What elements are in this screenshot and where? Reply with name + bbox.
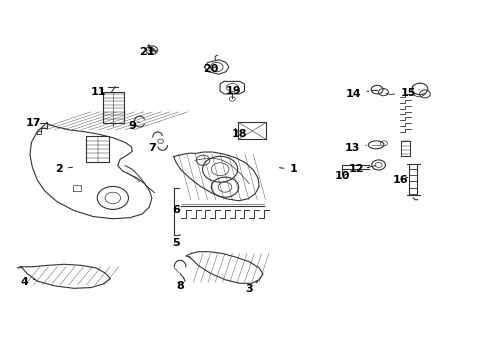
Text: 16: 16: [392, 175, 407, 185]
Text: 13: 13: [345, 143, 366, 153]
Text: 21: 21: [139, 46, 154, 57]
Text: 4: 4: [20, 277, 35, 287]
Bar: [86, 136, 109, 162]
Text: 3: 3: [245, 281, 257, 294]
Text: 15: 15: [400, 88, 418, 98]
Text: 8: 8: [176, 281, 183, 291]
Bar: [103, 92, 123, 123]
Text: 1: 1: [279, 164, 297, 174]
Text: 2: 2: [55, 164, 72, 174]
Text: 19: 19: [225, 86, 241, 96]
Text: 18: 18: [231, 129, 247, 139]
Text: 9: 9: [128, 121, 136, 131]
Text: 14: 14: [345, 89, 368, 99]
Text: 10: 10: [334, 171, 349, 181]
Bar: [238, 122, 266, 139]
Text: 7: 7: [148, 143, 155, 153]
Text: 17: 17: [26, 118, 41, 128]
Text: 20: 20: [202, 64, 218, 74]
Text: 11: 11: [90, 87, 106, 97]
Text: 5: 5: [172, 234, 180, 248]
Text: 12: 12: [348, 164, 368, 174]
Text: 6: 6: [172, 206, 180, 216]
